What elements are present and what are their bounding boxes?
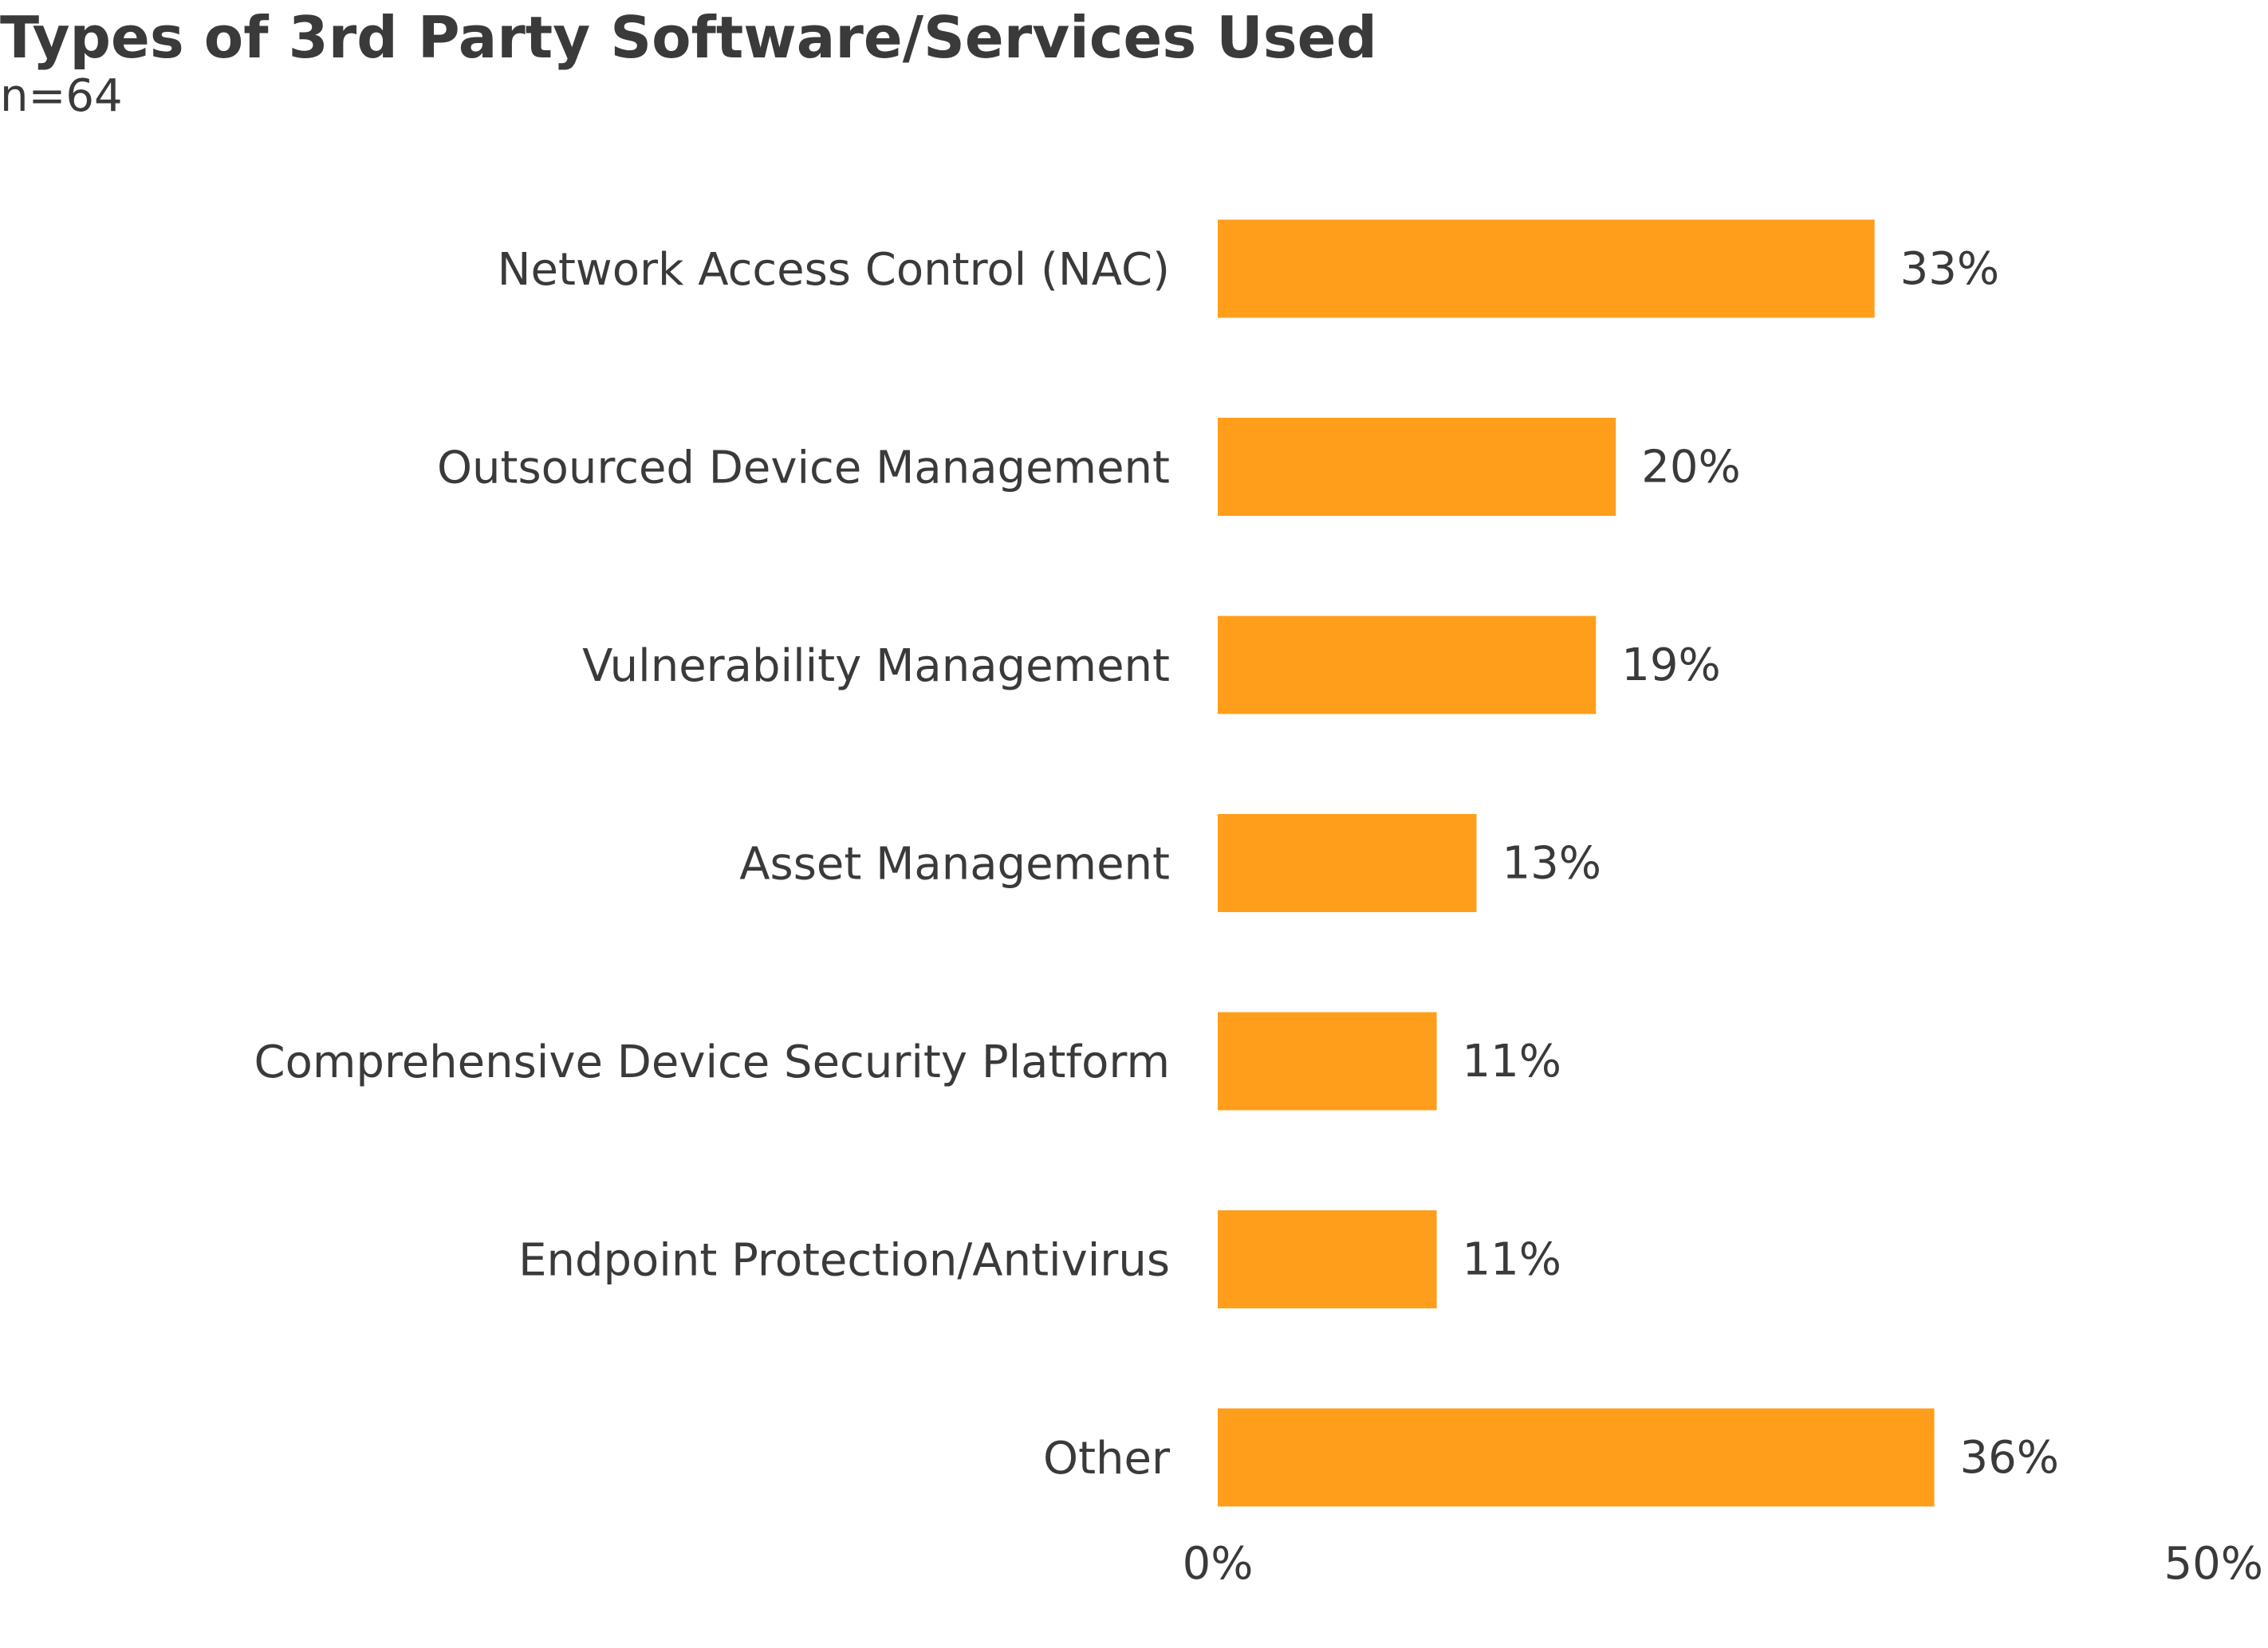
bars-layer <box>1218 219 1935 1507</box>
bar-endpoint-protection-antivirus <box>1218 1210 1437 1308</box>
category-labels-layer: Network Access Control (NAC) Outsourced D… <box>254 244 1170 1485</box>
x-tick-label-0: 0% <box>1183 1538 1254 1590</box>
bar-comprehensive-device-security-platform <box>1218 1012 1437 1111</box>
bar-network-access-control-nac <box>1218 219 1875 318</box>
chart-title: Types of 3rd Party Software/Services Use… <box>0 4 1377 71</box>
data-label-other: 36% <box>1960 1432 2059 1484</box>
data-label-outsourced-device-management: 20% <box>1641 442 1740 494</box>
chart-subtitle: n=64 <box>0 70 123 122</box>
category-label-vulnerability-management: Vulnerability Management <box>582 640 1170 692</box>
data-label-comprehensive-device-security-platform: 11% <box>1463 1036 1561 1088</box>
bar-other <box>1218 1408 1935 1507</box>
bar-asset-management <box>1218 814 1477 912</box>
bar-vulnerability-management <box>1218 616 1597 714</box>
data-label-endpoint-protection-antivirus: 11% <box>1463 1234 1561 1286</box>
bar-outsourced-device-management <box>1218 418 1616 516</box>
category-label-other: Other <box>1043 1433 1171 1485</box>
category-label-outsourced-device-management: Outsourced Device Management <box>437 442 1170 494</box>
x-axis: 0% 50% <box>1183 1538 2263 1590</box>
category-label-comprehensive-device-security-platform: Comprehensive Device Security Platform <box>254 1036 1170 1088</box>
category-label-asset-management: Asset Management <box>739 839 1170 891</box>
category-label-network-access-control-nac: Network Access Control (NAC) <box>498 244 1170 296</box>
value-labels-layer: 33% 20% 19% 13% 11% 11% 36% <box>1463 243 2059 1484</box>
data-label-asset-management: 13% <box>1502 838 1601 890</box>
data-label-network-access-control-nac: 33% <box>1900 243 1999 295</box>
data-label-vulnerability-management: 19% <box>1621 639 1720 691</box>
x-tick-label-50: 50% <box>2164 1538 2263 1590</box>
category-label-endpoint-protection-antivirus: Endpoint Protection/Antivirus <box>518 1235 1170 1287</box>
